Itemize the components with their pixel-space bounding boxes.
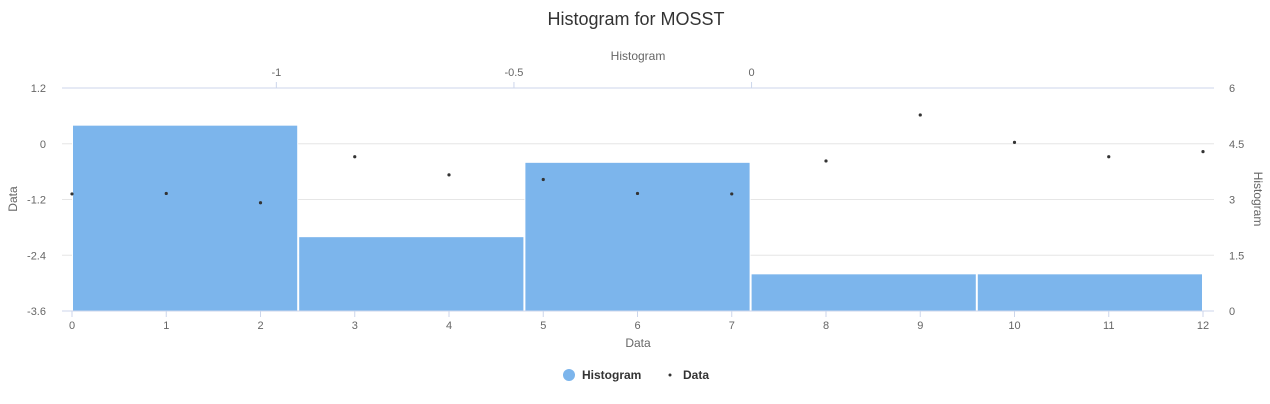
x-tick-label: 4 [446, 320, 452, 332]
data-point [1107, 155, 1111, 159]
legend-histogram-symbol [563, 369, 575, 381]
x-tick-label: 0 [69, 320, 75, 332]
legend: Histogram Data [563, 368, 709, 382]
data-point [1201, 150, 1205, 154]
x2-tick-label: -1 [271, 67, 281, 79]
data-point [541, 177, 545, 182]
x-tick-label: 3 [352, 320, 358, 332]
data-point [164, 191, 168, 196]
legend-data-label: Data [683, 368, 709, 382]
x-tick-label: 11 [1103, 320, 1114, 332]
y-tick-label: 0 [40, 139, 46, 151]
chart-title: Histogram for MOSST [547, 9, 724, 29]
y2-tick-label: 1.5 [1229, 250, 1244, 262]
y2-tick-label: 0 [1229, 306, 1235, 318]
y2-axis-title: Histogram [1251, 172, 1265, 227]
y2-tick-label: 3 [1229, 195, 1235, 207]
histogram-bar [72, 124, 299, 312]
data-point [70, 192, 74, 196]
axes: -3.6-2.4-1.201.201.534.560 1 2 3 4 5 6 7 8 9 10 11 1… [27, 67, 1244, 332]
y-tick-label: 1.2 [31, 83, 46, 95]
histogram-bar [298, 236, 525, 312]
x-tick-label: 6 [634, 320, 640, 332]
x-tick-label: 9 [917, 320, 923, 332]
data-point [258, 201, 263, 205]
x-tick-label: 1 [163, 320, 169, 332]
data-point [918, 113, 922, 117]
data-point [824, 159, 828, 163]
legend-item-data[interactable]: Data [668, 368, 710, 382]
x-tick-label: 2 [257, 320, 263, 332]
x2-tick-label: 0 [748, 67, 754, 79]
data-point [635, 191, 640, 196]
x-tick-label: 5 [540, 320, 546, 332]
data-points [70, 113, 1205, 205]
y2-tick-label: 4.5 [1229, 139, 1244, 151]
y-tick-label: -1.2 [27, 195, 46, 207]
histogram-bar [524, 161, 751, 312]
y-tick-label: -2.4 [27, 250, 46, 262]
histogram-bar [750, 273, 977, 312]
data-point [353, 155, 357, 159]
legend-histogram-label: Histogram [582, 368, 641, 382]
legend-data-symbol [668, 373, 672, 377]
data-point [730, 192, 734, 196]
x-tick-label: 10 [1008, 320, 1020, 332]
x-axis-title: Data [625, 336, 651, 350]
histogram-bars [72, 124, 1203, 312]
x-tick-label: 7 [729, 320, 735, 332]
histogram-bar [976, 273, 1203, 312]
y-tick-label: -3.6 [27, 306, 46, 318]
data-point [447, 173, 451, 177]
x-tick-label: 8 [823, 320, 829, 332]
y2-tick-label: 6 [1229, 83, 1235, 95]
x-tick-label: 12 [1197, 320, 1209, 332]
data-point [1012, 140, 1017, 144]
x2-tick-label: -0.5 [504, 67, 523, 79]
x2-axis-title: Histogram [611, 49, 666, 63]
y-axis-title: Data [6, 186, 20, 212]
legend-item-histogram[interactable]: Histogram [563, 368, 641, 382]
